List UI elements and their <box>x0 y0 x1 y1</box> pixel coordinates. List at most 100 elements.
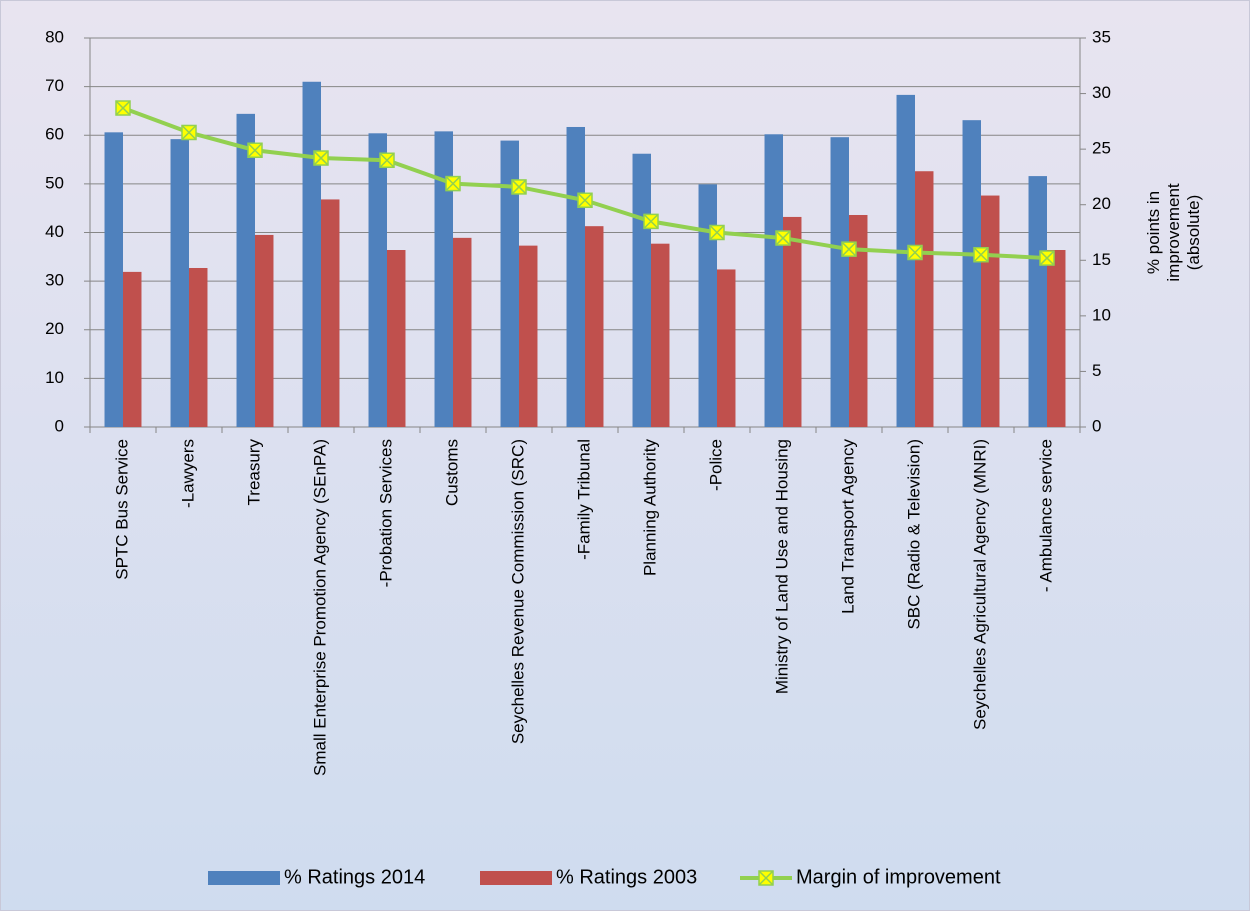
y2-axis-label: % points inimprovement(absolute) <box>1144 183 1203 282</box>
marker-cross <box>973 247 989 263</box>
y-tick-label: 80 <box>45 27 64 46</box>
bar <box>1047 250 1066 427</box>
y-tick-label: 40 <box>45 222 64 241</box>
bar <box>255 234 274 427</box>
x-tick-label: Ministry of Land Use and Housing <box>772 439 791 694</box>
bar <box>717 269 736 427</box>
legend-label: Margin of improvement <box>796 866 1001 888</box>
bar <box>519 245 538 427</box>
y2-axis-label-line: (absolute) <box>1184 195 1203 271</box>
marker <box>115 100 131 116</box>
y-tick-label: 20 <box>45 319 64 338</box>
x-tick-label: Treasury <box>244 439 263 506</box>
bar <box>1028 176 1047 427</box>
bar <box>123 271 142 427</box>
bar <box>764 134 783 427</box>
y2-tick-label: 0 <box>1092 416 1101 435</box>
marker <box>181 124 197 141</box>
marker <box>1039 250 1055 266</box>
bar <box>368 133 387 427</box>
bar <box>500 140 519 427</box>
x-tick-label: Seychelles Agricultural Agency (MNRI) <box>970 439 989 730</box>
marker <box>313 150 329 166</box>
x-tick-label: SBC (Radio & Television) <box>904 439 923 630</box>
marker <box>445 175 461 192</box>
bar <box>896 94 915 428</box>
x-tick-label: Seychelles Revenue Commission (SRC) <box>508 439 527 744</box>
y-tick-label: 10 <box>45 368 64 387</box>
marker <box>709 224 725 241</box>
y2-tick-label: 35 <box>1092 27 1111 46</box>
bar <box>566 126 585 427</box>
marker <box>841 241 857 257</box>
legend-swatch <box>480 871 552 885</box>
bar <box>302 81 321 427</box>
marker-cross <box>511 179 527 195</box>
legend-marker-cross <box>758 870 774 886</box>
marker-cross <box>115 100 131 116</box>
x-tick-label: - Ambulance service <box>1036 439 1055 592</box>
bar <box>104 132 123 427</box>
y-tick-label: 30 <box>45 271 64 290</box>
marker-cross <box>775 230 791 246</box>
marker <box>511 179 527 195</box>
y2-tick-label: 10 <box>1092 305 1111 324</box>
bar <box>387 250 406 427</box>
y-tick-label: 0 <box>55 416 64 435</box>
marker <box>973 246 989 263</box>
marker-cross <box>181 124 197 141</box>
x-tick-label: Planning Authority <box>640 439 659 577</box>
y-tick-label: 70 <box>45 76 64 95</box>
x-tick-label: -Lawyers <box>178 439 197 508</box>
bar <box>585 226 604 427</box>
y2-tick-label: 25 <box>1092 139 1111 158</box>
bar <box>651 243 670 427</box>
marker-cross <box>841 241 857 257</box>
y2-axis-label-line: improvement <box>1164 183 1183 282</box>
x-tick-label: -Police <box>706 439 725 491</box>
y2-axis-label-line: % points in <box>1144 191 1163 274</box>
legend-label: % Ratings 2003 <box>556 866 697 888</box>
marker-cross <box>1039 250 1055 266</box>
marker-cross <box>643 213 659 229</box>
marker-cross <box>907 244 923 261</box>
marker <box>643 213 659 230</box>
bar <box>830 137 849 427</box>
bar <box>981 195 1000 427</box>
y2-tick-label: 5 <box>1092 361 1101 380</box>
x-tick-label: Customs <box>442 439 461 506</box>
bar <box>189 267 208 427</box>
y-tick-label: 60 <box>45 125 64 144</box>
bar <box>849 214 868 427</box>
bar <box>453 237 472 427</box>
x-tick-label: Land Transport Agency <box>838 439 857 614</box>
bar <box>434 131 453 428</box>
bar <box>698 184 717 427</box>
x-tick-label: Small Enterprise Promotion Agency (SEnPA… <box>310 439 329 776</box>
bar <box>632 153 651 428</box>
marker <box>775 230 791 246</box>
marker-cross <box>445 176 461 192</box>
legend-label: % Ratings 2014 <box>284 866 425 888</box>
bar <box>783 216 802 427</box>
marker-cross <box>577 192 593 208</box>
marker-cross <box>313 150 329 166</box>
x-tick-label: SPTC Bus Service <box>112 439 131 580</box>
bar <box>321 199 340 427</box>
marker-cross <box>247 142 263 158</box>
x-tick-label: -Probation Services <box>376 439 395 587</box>
bar <box>170 139 189 427</box>
marker-cross <box>709 224 725 241</box>
y2-tick-label: 15 <box>1092 250 1111 269</box>
marker <box>577 192 593 209</box>
x-tick-label: -Family Tribunal <box>574 439 593 560</box>
legend-swatch <box>208 871 280 885</box>
marker-cross <box>379 152 395 168</box>
marker <box>907 244 923 261</box>
bar <box>962 120 981 428</box>
bar <box>236 113 255 427</box>
marker <box>379 152 395 169</box>
y2-tick-label: 30 <box>1092 83 1111 102</box>
